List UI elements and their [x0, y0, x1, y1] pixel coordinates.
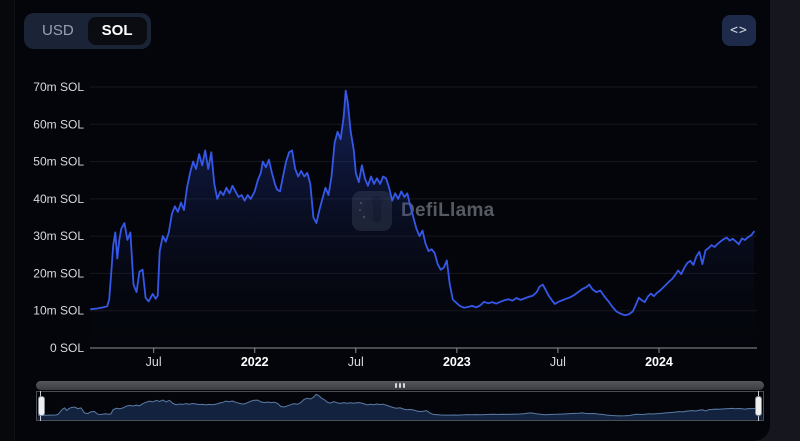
tvl-line [90, 89, 755, 317]
tvl-area [91, 90, 754, 348]
embed-code-button[interactable]: <> [722, 15, 756, 46]
chart-scrollbar[interactable] [36, 381, 764, 390]
scrollbar-grip[interactable] [395, 383, 405, 388]
y-axis-label: 10m SOL [33, 304, 84, 318]
timeline-brush[interactable] [36, 391, 764, 421]
minimap-area-chart [37, 393, 763, 420]
y-axis-label: 30m SOL [33, 229, 84, 243]
currency-toggle: USD SOL [24, 13, 151, 49]
x-axis-label: Jul [550, 355, 566, 369]
y-axis-label: 60m SOL [33, 117, 84, 131]
usd-toggle-button[interactable]: USD [42, 22, 74, 39]
y-axis-label: 50m SOL [33, 155, 84, 169]
brush-handle-right[interactable] [754, 396, 762, 416]
y-axis-label: 0 SOL [50, 341, 84, 355]
x-axis-label: 2024 [645, 355, 673, 369]
x-axis-label: Jul [146, 355, 162, 369]
y-axis-label: 20m SOL [33, 266, 84, 280]
page-left-gutter [0, 0, 14, 441]
minimap-area [37, 394, 763, 420]
brush-handle-left[interactable] [37, 396, 45, 416]
code-icon: <> [730, 23, 748, 38]
x-axis-label: 2023 [443, 355, 471, 369]
watermark-text: DefiLlama [401, 200, 495, 221]
sol-toggle-button[interactable]: SOL [87, 17, 147, 45]
x-axis-label: Jul [348, 355, 364, 369]
y-axis-label: 40m SOL [33, 192, 84, 206]
minimap-line [38, 393, 762, 417]
x-axis-label: 2022 [241, 355, 269, 369]
y-axis-label: 70m SOL [33, 80, 84, 94]
